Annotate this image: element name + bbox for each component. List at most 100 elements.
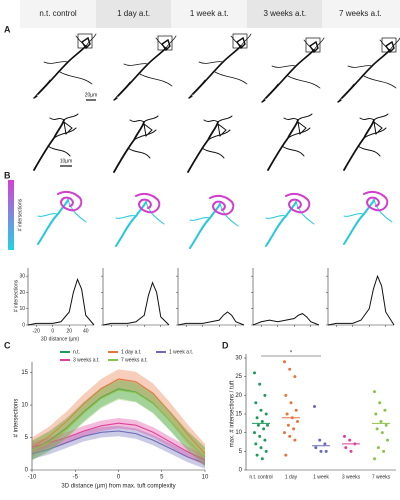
panel-label: C <box>4 340 11 350</box>
data-point <box>349 449 353 453</box>
data-point <box>323 442 327 446</box>
data-point <box>266 423 269 427</box>
x-tick-label: 7 weeks <box>372 474 391 480</box>
error-band <box>32 380 205 467</box>
data-point <box>263 438 267 442</box>
x-tick-label: 5 <box>160 475 164 481</box>
data-point <box>292 427 296 431</box>
panel-label: B <box>4 170 11 180</box>
legend-label: n.t. <box>73 349 80 355</box>
column-header: 1 day a.t. <box>117 9 150 18</box>
x-tick-label: 20 <box>66 328 72 334</box>
data-point <box>258 382 262 386</box>
data-point <box>375 427 379 431</box>
axis <box>252 268 319 326</box>
data-point <box>319 449 323 453</box>
x-axis-label: 3D distance (µm) <box>41 336 80 342</box>
axis <box>245 354 396 471</box>
data-point <box>313 405 316 409</box>
data-point <box>376 446 380 450</box>
error-band <box>32 379 205 467</box>
legend-label: 7 weeks a.t. <box>121 357 148 363</box>
panel-label: A <box>4 24 11 34</box>
column-header: 7 weeks a.t. <box>339 9 382 18</box>
data-point <box>289 401 293 405</box>
y-tick-label: 20 <box>19 290 25 296</box>
data-point <box>343 434 346 438</box>
y-tick-label: 0 <box>239 468 243 474</box>
data-point <box>373 457 376 461</box>
data-point <box>318 438 322 442</box>
column-header: n.t. control <box>39 9 77 18</box>
x-tick-label: 40 <box>83 328 89 334</box>
x-tick-label: n.t. control <box>249 474 272 480</box>
data-point <box>260 419 264 423</box>
sholl-curve <box>327 274 395 326</box>
data-point <box>253 431 256 435</box>
data-point <box>288 367 292 371</box>
y-tick-label: 10 <box>21 403 28 409</box>
data-point <box>378 401 382 405</box>
data-point <box>255 453 259 457</box>
data-point <box>254 401 258 405</box>
axis <box>102 268 169 326</box>
data-point <box>382 449 386 453</box>
y-tick-label: 10 <box>235 430 242 436</box>
data-point <box>324 449 328 453</box>
data-point <box>384 423 388 427</box>
error-band <box>32 418 205 466</box>
y-axis-label: max. # intersections / tuft <box>230 380 236 447</box>
y-tick-label: 0 <box>22 322 25 328</box>
data-point <box>284 453 288 457</box>
data-point <box>286 423 290 427</box>
x-tick-label: -10 <box>28 475 37 481</box>
annotation: * <box>290 351 293 357</box>
data-point <box>344 446 348 450</box>
data-point <box>293 375 297 379</box>
data-point <box>294 408 298 412</box>
scale-bar-label: 10µm <box>60 158 73 164</box>
data-point <box>314 446 318 450</box>
series-line <box>31 389 206 458</box>
data-point <box>253 371 256 375</box>
x-tick-label: -5 <box>73 475 79 481</box>
layout <box>8 0 400 250</box>
x-tick-label: 3 weeks <box>342 474 361 480</box>
data-point <box>296 419 299 423</box>
axis <box>327 268 394 326</box>
legend-label: 1 day a.t. <box>121 349 142 355</box>
x-tick-label: 1 week <box>313 474 329 480</box>
data-point <box>383 408 387 412</box>
data-point <box>254 442 258 446</box>
x-tick-label: -20 <box>33 328 40 334</box>
column-header: 1 week a.t. <box>190 9 229 18</box>
y-tick-label: 20 <box>235 393 242 399</box>
series-line <box>31 430 206 465</box>
y-tick-label: 0 <box>25 468 29 474</box>
sholl-curve <box>252 313 320 326</box>
y-tick-label: 15 <box>21 370 28 376</box>
data-point <box>255 416 259 420</box>
y-tick-label: 30 <box>19 273 25 279</box>
data-point <box>264 412 268 416</box>
data-point <box>263 393 267 397</box>
data-point <box>283 431 286 435</box>
column-header: 3 weeks a.t. <box>263 9 306 18</box>
data-point <box>348 438 352 442</box>
y-axis-label: # intersections <box>13 279 19 312</box>
data-point <box>380 431 384 435</box>
legend-label: 3 weeks a.t. <box>73 357 100 363</box>
data-point <box>373 390 376 394</box>
x-tick-label: 10 <box>202 475 209 481</box>
series-line <box>31 378 206 455</box>
data-point <box>256 423 260 427</box>
x-tick-label: 0 <box>117 475 121 481</box>
data-point <box>262 427 266 431</box>
sholl-curve <box>27 277 95 326</box>
y-tick-label: 10 <box>19 306 25 312</box>
axis <box>177 268 244 326</box>
data-point <box>283 360 286 364</box>
error-band <box>32 425 205 469</box>
y-axis-label: # intersections <box>14 399 20 438</box>
